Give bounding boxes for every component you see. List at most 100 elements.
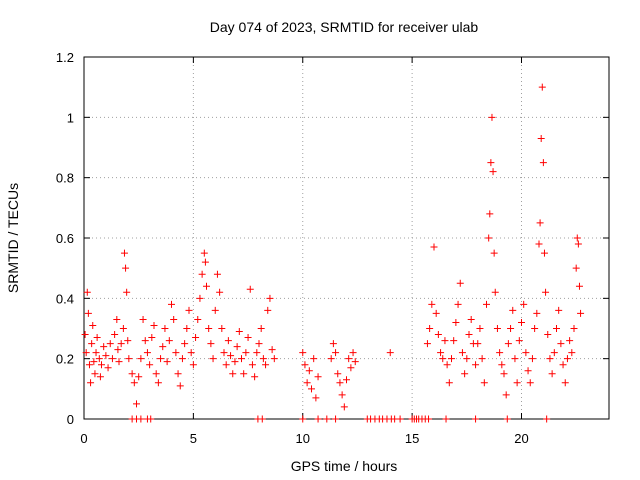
x-tick-label: 0 [80, 431, 87, 446]
data-point-marker [520, 300, 528, 308]
data-point-marker [113, 315, 121, 323]
data-point-marker [262, 361, 270, 369]
data-point-marker [128, 370, 136, 378]
data-point-marker [434, 331, 442, 339]
data-point-marker [123, 288, 131, 296]
data-point-marker [528, 355, 536, 363]
data-point-marker [172, 349, 180, 357]
data-point-marker [513, 379, 521, 387]
data-point-marker [533, 309, 541, 317]
data-point-marker [305, 367, 313, 375]
data-point-marker [102, 352, 110, 360]
data-point-marker [454, 300, 462, 308]
y-axis-label: SRMTID / TECUs [5, 183, 21, 293]
data-point-marker [253, 349, 261, 357]
data-point-marker [472, 415, 480, 423]
data-point-marker [139, 315, 147, 323]
data-point-marker [255, 340, 263, 348]
data-point-marker [211, 306, 219, 314]
data-point-marker [323, 415, 331, 423]
data-point-marker [150, 321, 158, 329]
data-point-marker [472, 361, 480, 369]
data-point-marker [423, 340, 431, 348]
data-point-marker [137, 355, 145, 363]
data-point-marker [332, 349, 340, 357]
data-point-marker [141, 337, 149, 345]
y-tick-label: 0.6 [56, 231, 74, 246]
data-point-marker [209, 355, 217, 363]
data-point-marker [96, 373, 104, 381]
data-point-marker [486, 210, 494, 218]
data-point-marker [561, 379, 569, 387]
data-point-marker [165, 337, 173, 345]
data-point-marker [489, 168, 497, 176]
data-point-marker [152, 370, 160, 378]
data-point-marker [502, 391, 510, 399]
data-point-marker [540, 249, 548, 257]
data-point-marker [183, 325, 191, 332]
data-point-marker [575, 282, 583, 290]
data-point-marker [563, 355, 571, 363]
data-point-marker [90, 358, 98, 366]
data-point-marker [242, 349, 250, 357]
data-point-marker [248, 361, 256, 369]
y-tick-label: 0.4 [56, 291, 74, 306]
grid-lines [84, 57, 609, 419]
data-point-marker [546, 355, 554, 363]
data-point-marker [526, 379, 534, 387]
x-tick-label: 10 [296, 431, 310, 446]
data-point-marker [314, 373, 322, 381]
data-point-marker [511, 355, 519, 363]
data-point-marker [187, 349, 195, 357]
data-point-marker [192, 334, 200, 342]
data-point-marker [170, 315, 178, 323]
data-point-marker [200, 249, 208, 257]
data-point-marker [81, 331, 89, 339]
data-point-marker [198, 270, 206, 278]
data-point-marker [503, 415, 511, 423]
data-point-marker [106, 340, 114, 348]
data-point-marker [351, 358, 359, 366]
data-point-marker [251, 373, 259, 381]
data-point-marker [349, 349, 357, 357]
data-point-marker [270, 355, 278, 363]
data-point-marker [332, 415, 340, 423]
data-point-marker [566, 337, 574, 345]
data-point-marker [85, 361, 93, 369]
data-point-marker [194, 315, 202, 323]
data-point-marker [246, 285, 254, 293]
data-point-marker [130, 379, 138, 387]
data-point-marker [258, 415, 266, 423]
data-point-marker [83, 288, 91, 296]
data-point-marker [488, 113, 496, 121]
data-point-marker [176, 382, 184, 390]
data-point-marker [89, 321, 97, 329]
data-point-marker [343, 376, 350, 384]
data-point-marker [463, 355, 471, 363]
data-point-marker [437, 349, 445, 357]
data-point-marker [161, 325, 169, 332]
data-point-marker [159, 343, 167, 351]
data-point-marker [490, 249, 498, 257]
data-point-marker [104, 364, 112, 372]
data-point-marker [544, 331, 552, 339]
data-point-marker [345, 355, 353, 363]
data-point-marker [224, 337, 232, 345]
data-point-marker [493, 325, 501, 332]
data-point-marker [542, 288, 550, 296]
data-point-marker [509, 306, 517, 314]
data-point-marker [124, 337, 132, 345]
data-point-marker [238, 355, 245, 363]
y-tick-label: 1.2 [56, 50, 74, 65]
data-point-marker [222, 361, 230, 369]
data-point-marker [233, 343, 241, 351]
data-point-marker [568, 349, 576, 357]
data-point-marker [504, 340, 512, 348]
data-point-marker [257, 325, 265, 332]
data-point-marker [557, 340, 565, 348]
data-point-marker [329, 340, 337, 348]
data-point-marker [548, 370, 556, 378]
data-point-marker [147, 415, 155, 423]
data-point-marker [518, 318, 525, 326]
data-point-marker [117, 340, 125, 348]
